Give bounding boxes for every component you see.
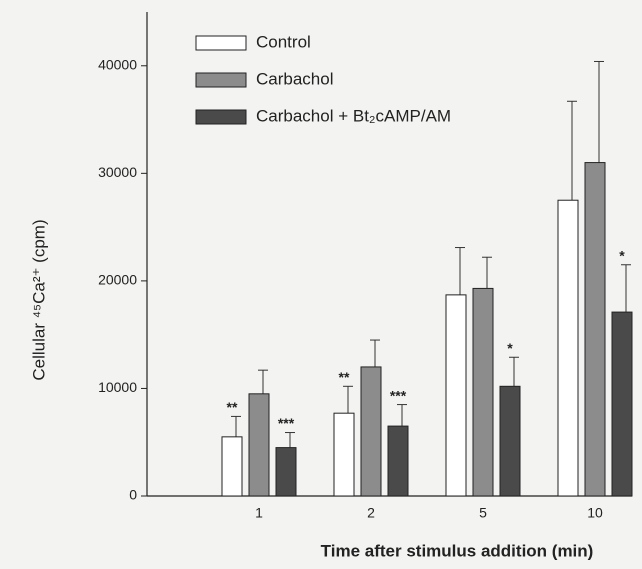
- bar: [499, 385, 521, 497]
- legend-swatch: [195, 109, 247, 125]
- bar: [387, 425, 409, 497]
- bar: [275, 447, 297, 497]
- y-tick-label: 40000: [98, 56, 137, 72]
- x-tick-label: 2: [367, 505, 375, 521]
- y-axis-label: Cellular ⁴⁵Ca²⁺ (cpm): [29, 219, 48, 380]
- bar: [221, 436, 243, 497]
- y-tick-label: 20000: [98, 272, 137, 288]
- legend-label: Carbachol: [256, 69, 334, 88]
- bar: [445, 294, 467, 497]
- bar: [611, 311, 633, 497]
- bar: [584, 162, 606, 497]
- bar: [557, 199, 579, 497]
- y-tick-label: 10000: [98, 379, 137, 395]
- x-tick-label: 10: [587, 505, 603, 521]
- legend-swatch: [195, 35, 247, 51]
- significance-label: ***: [390, 387, 407, 403]
- x-tick-label: 1: [255, 505, 263, 521]
- significance-label: *: [507, 340, 513, 356]
- x-tick-label: 5: [479, 505, 487, 521]
- bar: [333, 412, 355, 497]
- legend-label: Carbachol + Bt₂cAMP/AM: [256, 106, 451, 125]
- bar: [472, 287, 494, 497]
- x-axis-label: Time after stimulus addition (min): [321, 541, 594, 560]
- significance-label: ***: [278, 415, 295, 431]
- legend-label: Control: [256, 32, 311, 51]
- bar: [248, 393, 270, 497]
- y-tick-label: 0: [129, 487, 137, 503]
- significance-label: **: [339, 369, 350, 385]
- y-tick-label: 30000: [98, 164, 137, 180]
- legend-swatch: [195, 72, 247, 88]
- significance-label: **: [227, 399, 238, 415]
- significance-label: *: [619, 247, 625, 263]
- bar: [360, 366, 382, 497]
